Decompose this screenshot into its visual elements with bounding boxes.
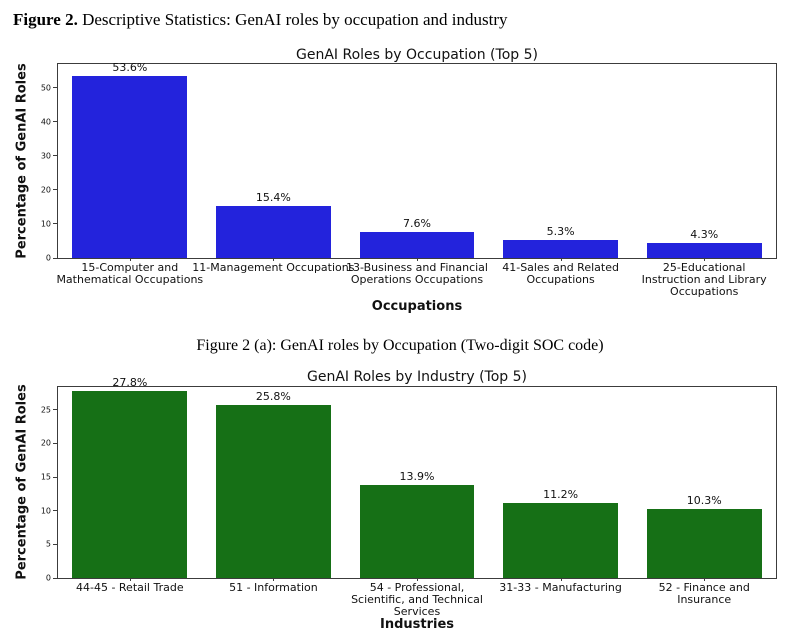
bar <box>215 205 331 258</box>
y-tick <box>53 87 57 89</box>
y-tick <box>53 577 57 579</box>
industry-plot-area: 0 5 10 15 20 25 27.8% 44-45 - Retail Trade 25.8%… <box>41 376 777 618</box>
bar <box>359 484 475 578</box>
bar-value-label: 53.6% <box>112 60 148 74</box>
bar-value-label: 25.8% <box>255 389 291 403</box>
occupation-plot-area: 0 10 20 30 40 50 53.6% 15-Computer and Mathemat… <box>41 60 777 298</box>
subfigure-caption: Figure 2 (a): GenAI roles by Occupation … <box>196 337 604 354</box>
x-category-label: 54 - Professional, Scientific, and Techn… <box>351 581 483 618</box>
occupation-x-axis-label: Occupations <box>371 299 463 314</box>
bar-value-label: 10.3% <box>686 493 722 507</box>
bar-value-label: 11.2% <box>543 487 579 501</box>
y-tick-label: 30 <box>40 151 51 161</box>
x-tick <box>560 578 562 581</box>
figure-header-text: Descriptive Statistics: GenAI roles by o… <box>77 10 508 29</box>
y-tick-label: 0 <box>45 573 51 583</box>
figure-number: Figure 2. <box>13 10 78 29</box>
y-tick-label: 15 <box>40 472 51 482</box>
industry-chart-title: GenAI Roles by Industry (Top 5) <box>307 369 527 385</box>
y-tick-label: 5 <box>45 539 51 549</box>
y-tick <box>53 189 57 191</box>
x-category-label: 51 - Information <box>229 581 318 594</box>
x-category-label: 11-Management Occupations <box>192 261 355 274</box>
y-tick-label: 50 <box>40 83 51 93</box>
occupation-y-axis-label: Percentage of GenAI Roles <box>14 63 30 259</box>
x-tick <box>129 258 131 261</box>
bar <box>215 404 331 578</box>
y-tick <box>53 476 57 478</box>
x-category-label: 13-Business and Financial Operations Occ… <box>346 261 488 286</box>
figure-header: Figure 2. Descriptive Statistics: GenAI … <box>13 10 508 30</box>
x-tick <box>129 578 131 581</box>
y-tick <box>53 121 57 123</box>
x-tick <box>273 258 275 261</box>
bar-value-label: 5.3% <box>546 224 575 238</box>
bar-value-label: 27.8% <box>112 376 148 390</box>
y-tick-label: 20 <box>40 438 51 448</box>
bar-value-label: 7.6% <box>403 217 431 231</box>
y-tick-label: 10 <box>40 219 51 229</box>
y-tick <box>53 155 57 157</box>
x-category-label: 25-Educational Instruction and Library O… <box>641 261 767 298</box>
y-tick <box>53 442 57 444</box>
x-category-label: 31-33 - Manufacturing <box>499 581 622 594</box>
y-tick-label: 10 <box>40 506 51 516</box>
occupation-chart-title: GenAI Roles by Occupation (Top 5) <box>296 47 538 63</box>
y-tick <box>53 409 57 411</box>
bar <box>72 391 188 578</box>
x-category-label: 15-Computer and Mathematical Occupations <box>56 261 204 286</box>
y-tick <box>53 223 57 225</box>
x-tick <box>704 578 706 581</box>
bar <box>72 75 188 258</box>
y-tick-label: 0 <box>45 253 51 263</box>
industry-x-axis-label: Industries <box>379 617 455 632</box>
x-tick <box>417 258 418 261</box>
x-category-label: 41-Sales and Related Occupations <box>502 261 619 286</box>
x-category-label: 52 - Finance and Insurance <box>658 581 750 606</box>
y-tick-label: 20 <box>40 185 51 195</box>
x-tick <box>417 578 418 581</box>
bar <box>646 243 762 258</box>
y-tick <box>53 510 57 512</box>
y-tick-label: 25 <box>40 405 51 415</box>
bar <box>503 239 619 258</box>
y-tick-label: 40 <box>40 117 51 127</box>
x-tick <box>273 578 275 581</box>
x-tick <box>560 258 562 261</box>
bar-value-label: 15.4% <box>255 190 291 204</box>
bar <box>359 232 475 258</box>
y-tick <box>53 257 57 259</box>
x-category-label: 44-45 - Retail Trade <box>75 581 184 594</box>
bar-value-label: 4.3% <box>690 228 719 242</box>
bar-value-label: 13.9% <box>399 469 435 483</box>
bar <box>646 508 762 578</box>
bar <box>503 502 619 578</box>
x-tick <box>704 258 706 261</box>
y-tick <box>53 543 57 545</box>
